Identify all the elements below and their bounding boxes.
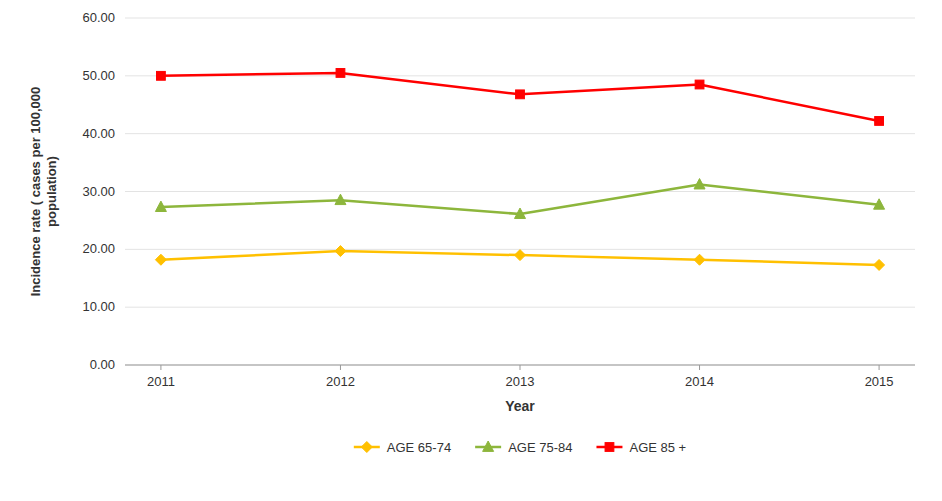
point xyxy=(515,250,526,261)
x-tick-label: 2014 xyxy=(685,374,714,389)
legend-label: AGE 85 + xyxy=(629,440,686,455)
y-tick-label: 20.00 xyxy=(82,241,115,256)
x-tick-label: 2011 xyxy=(147,374,175,389)
y-axis-label: Incidence rate ( cases per 100,000popula… xyxy=(28,87,59,297)
x-axis-label: Year xyxy=(505,398,535,414)
legend-item: AGE 65-74 xyxy=(354,440,451,455)
legend-item: AGE 75-84 xyxy=(475,440,572,455)
point xyxy=(336,69,345,78)
x-axis-line xyxy=(125,365,915,366)
point xyxy=(335,246,346,257)
point xyxy=(694,254,705,265)
legend-item: AGE 85 + xyxy=(596,440,686,455)
series-line xyxy=(161,73,879,121)
y-axis-label-line: Incidence rate ( cases per 100,000 xyxy=(28,87,43,297)
grid-line xyxy=(125,133,915,134)
grid-line xyxy=(125,307,915,308)
point xyxy=(875,117,884,126)
legend: AGE 65-74 AGE 75-84 AGE 85 + xyxy=(354,440,686,455)
legend-label: AGE 65-74 xyxy=(387,440,451,455)
legend-marker xyxy=(361,442,372,453)
chart: 0.00 10.00 20.00 30.00 40.00 50.00 60.00 2011 20… xyxy=(0,0,942,501)
point xyxy=(694,179,705,189)
legend-label: AGE 75-84 xyxy=(508,440,572,455)
x-tick xyxy=(520,365,521,370)
x-tick xyxy=(160,365,161,370)
x-tick xyxy=(699,365,700,370)
point xyxy=(874,199,885,209)
x-tick xyxy=(340,365,341,370)
y-grid xyxy=(125,18,915,365)
x-tick-label: 2015 xyxy=(865,374,894,389)
x-tick-label: 2013 xyxy=(506,374,535,389)
y-tick-label: 40.00 xyxy=(82,126,115,141)
plot-area xyxy=(155,69,884,271)
x-tick-label: 2012 xyxy=(326,374,355,389)
series xyxy=(155,179,884,219)
y-axis-label-line: population) xyxy=(44,156,59,227)
y-tick-label: 30.00 xyxy=(82,184,115,199)
series xyxy=(157,69,884,126)
point xyxy=(157,71,166,80)
y-tick-label: 60.00 xyxy=(82,10,115,25)
y-tick-label: 0.00 xyxy=(90,357,115,372)
legend-marker xyxy=(605,443,614,452)
y-tick-label: 50.00 xyxy=(82,68,115,83)
point xyxy=(515,208,526,218)
point xyxy=(335,194,346,204)
y-tick-label: 10.00 xyxy=(82,299,115,314)
grid-line xyxy=(125,365,915,366)
grid-line xyxy=(125,191,915,192)
point xyxy=(695,80,704,89)
x-tick xyxy=(879,365,880,370)
series xyxy=(155,246,884,271)
point xyxy=(155,254,166,265)
point xyxy=(155,201,166,211)
legend-marker xyxy=(483,441,494,451)
point xyxy=(516,90,525,99)
point xyxy=(874,259,885,270)
grid-line xyxy=(125,18,915,19)
